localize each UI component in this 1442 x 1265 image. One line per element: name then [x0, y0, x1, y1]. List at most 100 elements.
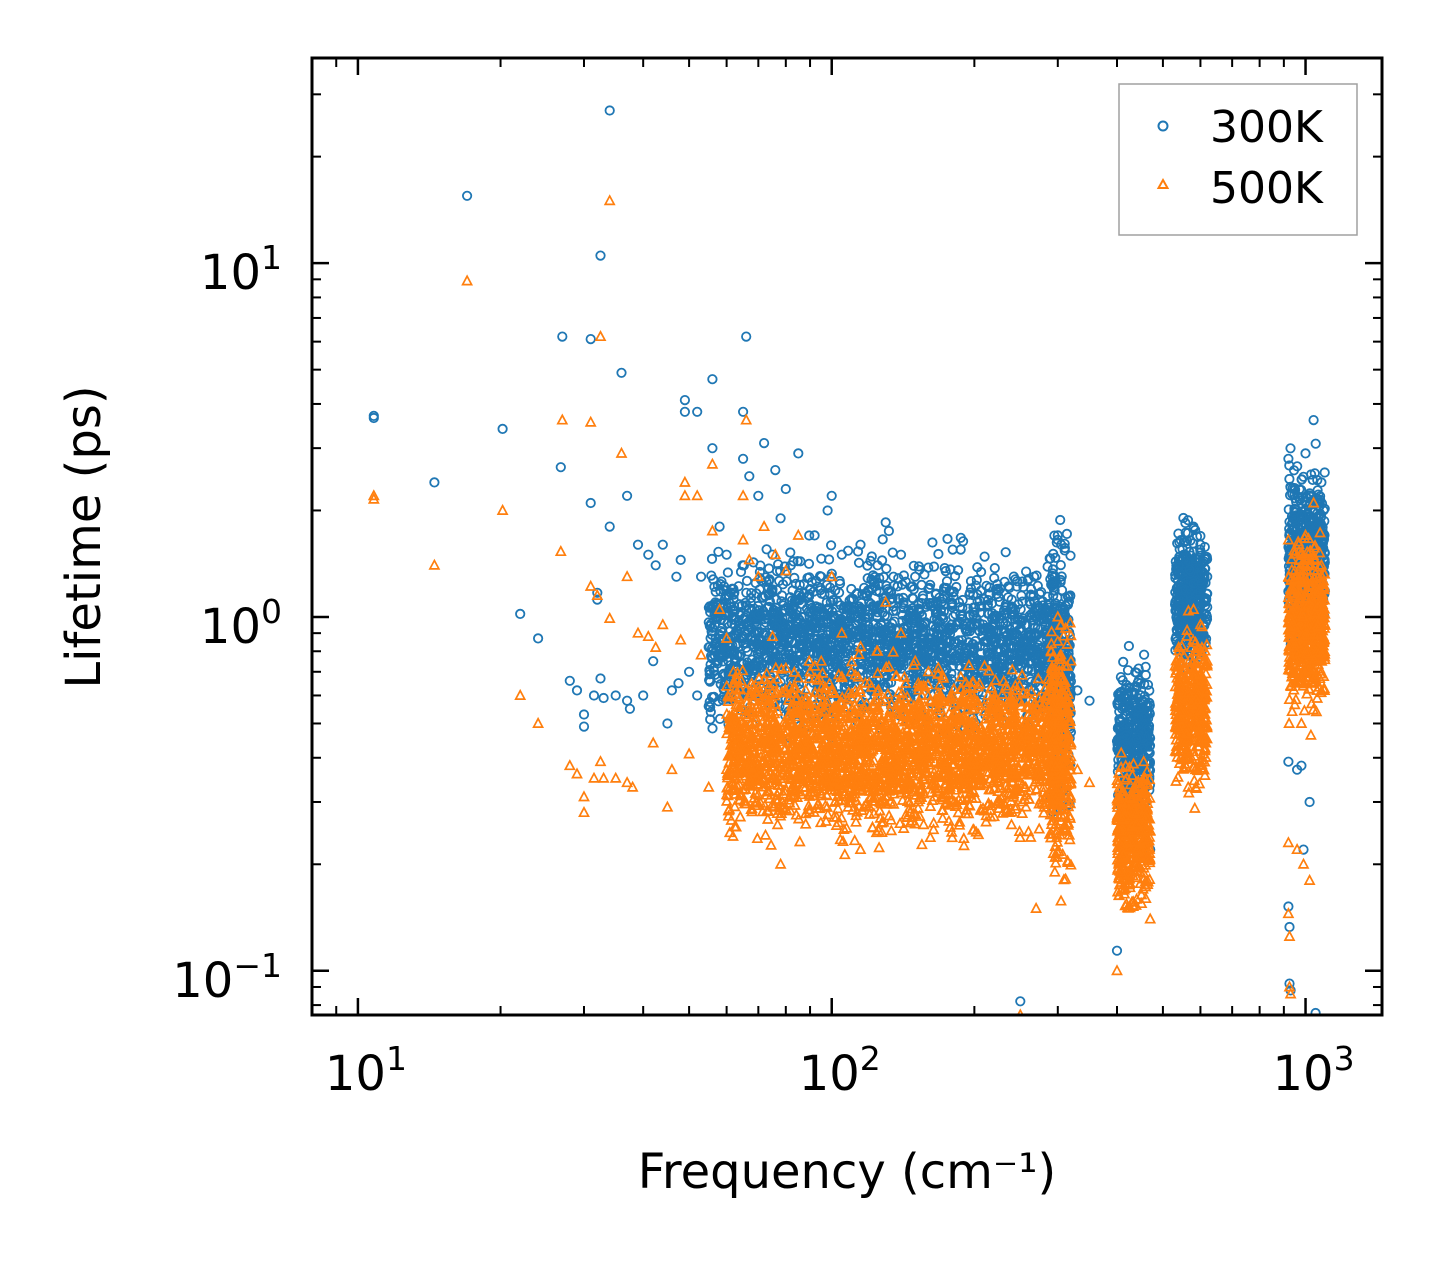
data-point-300k [988, 610, 1000, 622]
data-point-300k [728, 589, 739, 600]
data-point-300k [803, 641, 814, 652]
data-point-300k [931, 588, 942, 599]
data-point-300k [832, 643, 843, 654]
data-point-300k [844, 603, 856, 614]
data-point-300k [950, 636, 961, 647]
data-point-300k [789, 637, 800, 649]
data-point-300k [1011, 576, 1023, 587]
data-point-300k [865, 598, 877, 610]
data-point-300k [825, 540, 837, 551]
data-point-300k [981, 580, 992, 591]
data-point-300k [738, 638, 749, 649]
data-point-300k [1016, 590, 1027, 601]
data-point-300k [705, 706, 716, 718]
data-point-300k [1016, 616, 1027, 627]
data-point-300k [845, 612, 856, 623]
data-point-300k [758, 592, 769, 603]
data-point-300k [733, 581, 744, 592]
data-point-300k [920, 627, 931, 638]
data-point-300k [862, 560, 873, 571]
data-point-300k [763, 575, 775, 587]
data-point-300k [1009, 614, 1021, 625]
data-point-300k [1033, 639, 1044, 651]
data-point-300k [1015, 623, 1026, 634]
data-point-300k [928, 561, 940, 572]
data-point-300k [741, 575, 753, 587]
data-point-300k [882, 678, 894, 689]
data-point-300k [914, 607, 926, 618]
data-point-300k [830, 619, 842, 630]
data-point-300k [969, 602, 981, 613]
data-point-300k [924, 582, 935, 594]
data-point-300k [850, 620, 862, 631]
data-point-300k [883, 631, 895, 642]
data-point-300k [789, 657, 801, 668]
data-point-300k [746, 587, 757, 599]
data-point-300k [713, 696, 724, 707]
data-point-300k [1018, 652, 1029, 663]
data-point-300k [927, 537, 938, 548]
data-point-300k [1016, 639, 1027, 650]
data-point-300k [736, 600, 748, 611]
data-point-300k [862, 626, 874, 638]
data-point-300k [999, 576, 1010, 587]
data-point-300k [754, 663, 765, 674]
data-point-300k [1000, 601, 1011, 613]
data-point-300k [830, 648, 841, 660]
data-point-300k [897, 579, 908, 590]
data-point-300k [949, 638, 960, 649]
data-point-300k [919, 569, 930, 580]
data-point-300k [942, 533, 953, 545]
data-point-300k [854, 647, 865, 658]
data-point-300k [1029, 629, 1040, 640]
data-point-300k [708, 665, 720, 676]
data-point-300k [746, 654, 758, 665]
data-point-300k [827, 661, 838, 672]
data-point-300k [710, 586, 721, 597]
data-point-300k [1000, 547, 1011, 558]
data-point-300k [804, 530, 815, 541]
data-point-300k [976, 623, 988, 635]
data-point-300k [775, 645, 786, 656]
data-point-300k [1025, 589, 1037, 600]
data-point-300k [1032, 660, 1044, 671]
data-point-300k [898, 599, 909, 610]
data-point-300k [885, 625, 897, 636]
data-point-300k [728, 594, 739, 605]
data-point-300k [1023, 657, 1034, 669]
data-point-300k [817, 665, 828, 677]
data-point-300k [890, 605, 902, 616]
data-point-300k [970, 669, 981, 680]
data-point-300k [795, 556, 806, 567]
data-point-300k [1034, 663, 1046, 674]
data-point-300k [1014, 634, 1026, 645]
data-point-300k [707, 723, 718, 734]
data-point-300k [754, 646, 766, 657]
data-point-300k [954, 601, 966, 613]
data-point-300k [739, 612, 750, 623]
data-point-300k [827, 632, 838, 644]
data-point-300k [945, 564, 956, 575]
data-point-300k [1020, 646, 1031, 657]
data-point-300k [843, 641, 855, 652]
data-point-300k [953, 597, 965, 608]
data-point-300k [868, 575, 879, 586]
data-point-300k [959, 647, 971, 658]
data-point-300k [1026, 648, 1038, 660]
data-point-300k [722, 567, 734, 578]
data-point-300k [798, 578, 810, 590]
data-point-300k [723, 591, 734, 602]
data-point-300k [706, 553, 718, 565]
data-point-300k [786, 667, 798, 678]
data-point-300k [866, 551, 877, 562]
data-point-300k [931, 635, 942, 646]
data-point-300k [992, 624, 1003, 636]
scatter-points [367, 105, 1332, 1015]
data-point-300k [1029, 571, 1040, 582]
data-point-300k [904, 607, 915, 618]
data-point-300k [792, 613, 804, 624]
data-point-300k [761, 544, 772, 555]
data-point-300k [902, 620, 913, 631]
data-point-300k [704, 620, 715, 631]
data-point-300k [786, 595, 798, 606]
